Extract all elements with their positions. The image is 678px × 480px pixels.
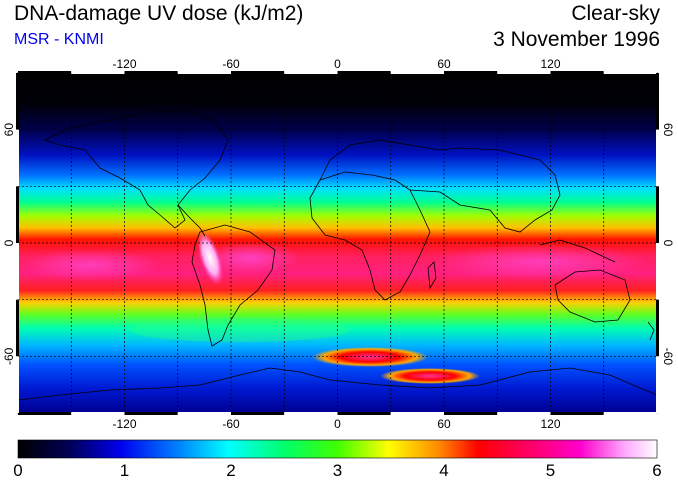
frame-tick-segment	[656, 243, 659, 300]
colorbar-tick-label: 6	[652, 461, 661, 480]
colorbar-tick-label: 2	[226, 461, 235, 480]
frame-tick-segment	[337, 412, 391, 415]
map-date: 3 November 1996	[493, 28, 660, 51]
longitude-label: 60	[437, 417, 451, 431]
latitude-label: 60	[2, 123, 16, 137]
frame-tick-segment	[337, 71, 391, 74]
frame-tick-segment	[656, 299, 659, 357]
latitude-labels-right: 60 0 -60	[661, 123, 675, 365]
longitude-labels-top: -120 -60 0 60 120	[112, 57, 560, 71]
latitude-labels-left: 60 0 -60	[2, 123, 16, 365]
sky-condition: Clear-sky	[571, 2, 660, 25]
frame-tick-segment	[497, 71, 551, 74]
map-frame	[16, 71, 659, 415]
longitude-label: -60	[222, 417, 240, 431]
frame-tick-segment	[18, 412, 72, 415]
coast-se-asia	[539, 239, 616, 263]
frame-tick-segment	[656, 129, 659, 187]
frame-tick-segment	[18, 71, 72, 74]
longitude-label: 0	[334, 417, 341, 431]
frame-tick-segment	[16, 186, 19, 243]
data-source: MSR - KNMI	[14, 31, 104, 48]
frame-tick-segment	[603, 412, 657, 415]
latitude-label: 0	[661, 240, 675, 247]
frame-tick-segment	[497, 412, 551, 415]
frame-tick-segment	[284, 71, 338, 74]
coast-antarctica	[18, 367, 657, 401]
latitude-label: 0	[2, 239, 16, 246]
frame-tick-segment	[231, 71, 285, 74]
frame-tick-segment	[71, 412, 125, 415]
latitude-label: 60	[661, 123, 675, 137]
latitude-label: -60	[661, 348, 675, 366]
coast-central-america	[177, 204, 206, 237]
frame-tick-segment	[231, 412, 285, 415]
longitude-label: -60	[222, 57, 240, 71]
frame-tick-segment	[444, 71, 498, 74]
coast-south-america	[191, 224, 276, 347]
frame-tick-segment	[177, 71, 231, 74]
colorbar-tick-label: 1	[120, 461, 129, 480]
latitude-label: -60	[2, 347, 16, 365]
longitude-label: 60	[437, 57, 451, 71]
frame-tick-segment	[16, 73, 19, 130]
frame-tick-segment	[444, 412, 498, 415]
frame-tick-segment	[71, 71, 125, 74]
frame-tick-segment	[16, 356, 19, 413]
frame-tick-segment	[603, 71, 657, 74]
frame-tick-segment	[656, 73, 659, 130]
coast-new-zealand	[647, 321, 655, 341]
longitude-label: 120	[540, 417, 560, 431]
colorbar-labels: 0 1 2 3 4 5 6	[13, 461, 661, 480]
frame-tick-segment	[390, 71, 444, 74]
longitude-label: -120	[112, 417, 136, 431]
frame-tick-segment	[284, 412, 338, 415]
frame-tick-segment	[656, 356, 659, 413]
longitude-label: -120	[112, 57, 136, 71]
colorbar-tick-label: 4	[439, 461, 448, 480]
frame-tick-segment	[177, 412, 231, 415]
longitude-labels-bottom: -120 -60 0 60 120	[112, 417, 560, 431]
colorbar-tick-label: 0	[13, 461, 22, 480]
coast-africa	[309, 171, 431, 301]
coast-australia	[554, 269, 631, 323]
frame-tick-segment	[16, 243, 19, 300]
graticule	[18, 73, 657, 413]
longitude-label: 0	[334, 57, 341, 71]
colorbar	[17, 439, 658, 459]
colorbar-tick-label: 3	[333, 461, 342, 480]
coast-europe	[319, 139, 441, 181]
frame-tick-segment	[550, 71, 604, 74]
frame-tick-segment	[390, 412, 444, 415]
coast-asia	[409, 147, 561, 233]
frame-tick-segment	[16, 129, 19, 187]
frame-tick-segment	[16, 299, 19, 357]
frame-tick-segment	[124, 412, 178, 415]
frame-tick-segment	[656, 186, 659, 243]
coast-madagascar	[427, 261, 437, 290]
colorbar-tick-label: 5	[546, 461, 555, 480]
coastlines	[18, 109, 657, 401]
longitude-label: 120	[540, 57, 560, 71]
frame-tick-segment	[124, 71, 178, 74]
map-title: DNA-damage UV dose (kJ/m2)	[14, 2, 304, 25]
frame-tick-segment	[550, 412, 604, 415]
